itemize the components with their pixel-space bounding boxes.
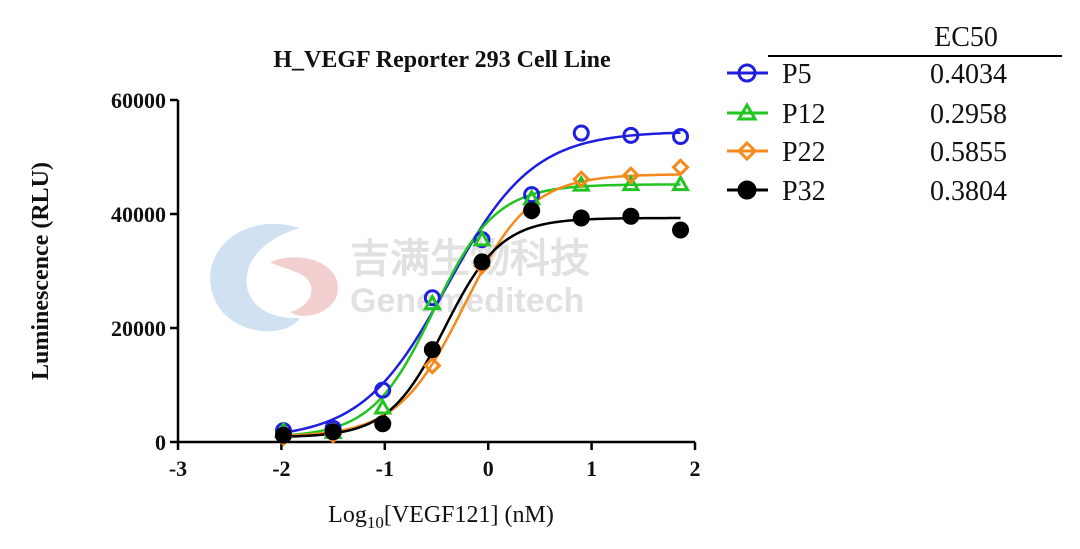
data-point-p32: [274, 426, 292, 444]
legend-label-p22: P22: [782, 137, 826, 168]
data-point-p12: [422, 293, 442, 311]
fit-curve-p12: [283, 183, 681, 437]
data-point-p32: [523, 202, 541, 220]
y-ticks: 0 20000 40000 60000: [111, 88, 178, 455]
x-axis-label-rest: [VEGF121] (nM): [384, 502, 554, 528]
legend-ec50-p12: 0.2958: [930, 99, 1007, 130]
x-axis-label-main: Log: [328, 502, 367, 528]
legend-label-p32: P32: [782, 176, 826, 207]
data-point-p5: [572, 124, 590, 142]
legend-marker-p22: [736, 140, 758, 162]
data-point-p5: [374, 381, 392, 399]
data-point-p5: [672, 127, 690, 145]
data-point-p22: [621, 166, 641, 185]
watermark-logo-blue: [210, 223, 300, 332]
legend-marker-p32: [737, 180, 757, 200]
data-point-p32: [423, 341, 441, 359]
watermark: 吉满生物科技 Genemeditech: [210, 223, 590, 332]
chart-title: H_VEGF Reporter 293 Cell Line: [273, 47, 611, 73]
x-tick-label: -2: [272, 456, 290, 481]
legend-ec50-p32: 0.3804: [930, 176, 1007, 207]
x-ticks: -3 -2 -1 0 1 2: [169, 442, 701, 481]
data-point-p32: [622, 207, 640, 225]
legend-ec50-p22: 0.5855: [930, 137, 1007, 168]
data-point-p22: [671, 158, 690, 177]
x-tick-label: 2: [690, 456, 701, 481]
data-point-p32: [374, 415, 392, 433]
data-point-p32: [572, 209, 590, 227]
data-point-p12: [373, 397, 393, 415]
data-points: [273, 124, 691, 447]
y-axis-label: Luminescence (RLU): [28, 162, 54, 380]
x-tick-label: 1: [586, 456, 597, 481]
y-tick-label: 60000: [111, 88, 166, 113]
data-point-p32: [672, 221, 690, 239]
data-point-p5: [523, 186, 541, 204]
data-point-p12: [670, 174, 691, 192]
data-point-p32: [473, 253, 491, 271]
x-tick-label: -1: [376, 456, 394, 481]
data-point-p22: [423, 356, 442, 375]
x-tick-label: 0: [483, 456, 494, 481]
legend: EC50 P5 0.4034 P12 0.2958 P22 0.5855 P32 0.3804: [727, 22, 1062, 207]
legend-marker-p12: [736, 101, 758, 121]
y-tick-label: 20000: [111, 316, 166, 341]
data-point-p32: [324, 423, 342, 441]
data-point-p5: [423, 289, 441, 307]
y-tick-label: 40000: [111, 202, 166, 227]
data-point-p12: [621, 174, 641, 192]
legend-rows: P5 0.4034 P12 0.2958 P22 0.5855 P32 0.3804: [727, 59, 1007, 207]
legend-ec50-p5: 0.4034: [930, 59, 1007, 90]
x-axis-label-subscript: 10: [367, 513, 384, 532]
legend-header-ec50: EC50: [934, 22, 998, 53]
y-tick-label: 0: [155, 430, 166, 455]
data-point-p22: [572, 170, 591, 189]
data-point-p5: [622, 126, 640, 144]
legend-marker-p5: [737, 63, 757, 83]
legend-label-p12: P12: [782, 99, 826, 130]
watermark-logo-red: [270, 257, 339, 316]
x-axis-label: Log10[VEGF121] (nM): [328, 502, 554, 532]
legend-label-p5: P5: [782, 59, 812, 90]
x-tick-label: -3: [169, 456, 187, 481]
data-point-p12: [472, 229, 492, 247]
